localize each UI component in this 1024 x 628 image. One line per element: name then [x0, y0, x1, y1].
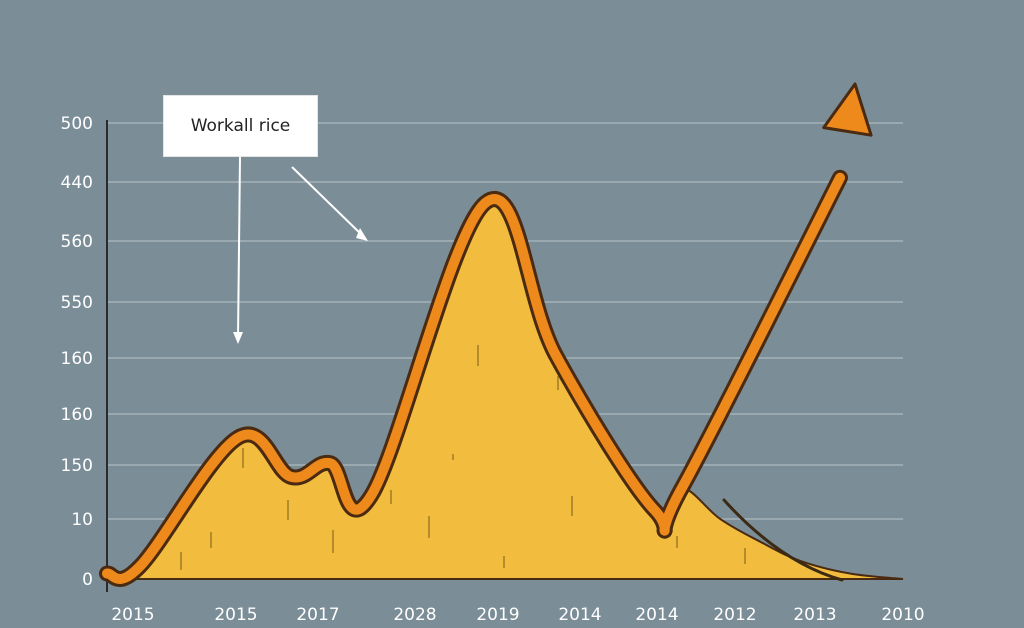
x-tick-label: 2028	[393, 605, 436, 625]
y-tick-label: 150	[61, 456, 93, 476]
callout-pointer-down	[237, 156, 241, 339]
y-tick-label: 160	[61, 349, 93, 369]
x-tick-label: 2019	[476, 605, 519, 625]
x-tick-label: 2015	[214, 605, 257, 625]
y-tick-label: 560	[61, 232, 93, 252]
callout-pointer-diagonal-head	[356, 228, 368, 241]
x-tick-label: 2017	[296, 605, 339, 625]
series-line	[102, 172, 845, 584]
y-tick-label: 440	[61, 173, 93, 193]
x-tick-label: 2015	[111, 605, 154, 625]
callout-pointer-diagonal	[291, 166, 365, 238]
decline-curve-stroke	[722, 498, 844, 582]
y-tick-label: 0	[82, 570, 93, 590]
y-tick-label: 550	[61, 293, 93, 313]
callout-annotation: Workall rice	[163, 95, 318, 157]
y-tick-label: 10	[71, 510, 93, 530]
x-tick-label: 2014	[635, 605, 678, 625]
x-axis-ticks: 2015 2015 2017 2028 2019 2014 2014 2012 2013 2010	[111, 605, 924, 625]
arrow-head-icon	[822, 82, 873, 137]
y-axis-ticks: 500 440 560 550 160 160 150 10 0	[61, 114, 93, 590]
callout-pointer-down-head	[233, 332, 243, 344]
area-fill	[106, 198, 904, 580]
x-tick-label: 2010	[881, 605, 924, 625]
x-tick-label: 2014	[558, 605, 601, 625]
x-tick-label: 2012	[713, 605, 756, 625]
x-tick-label: 2013	[793, 605, 836, 625]
y-tick-label: 500	[61, 114, 93, 134]
y-tick-label: 160	[61, 405, 93, 425]
